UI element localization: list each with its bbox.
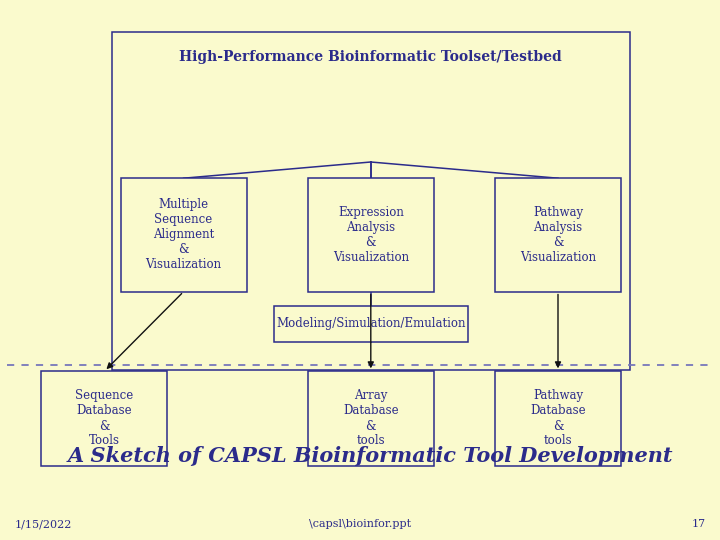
Bar	[121, 178, 246, 292]
Bar	[112, 32, 630, 370]
Text: Multiple
Sequence
Alignment
&
Visualization: Multiple Sequence Alignment & Visualizat…	[145, 198, 222, 272]
Text: Pathway
Database
&
tools: Pathway Database & tools	[530, 389, 586, 448]
Bar	[308, 372, 434, 465]
Text: Array
Database
&
tools: Array Database & tools	[343, 389, 399, 448]
Text: Pathway
Analysis
&
Visualization: Pathway Analysis & Visualization	[520, 206, 596, 264]
Text: Modeling/Simulation/Emulation: Modeling/Simulation/Emulation	[276, 318, 466, 330]
Text: Expression
Analysis
&
Visualization: Expression Analysis & Visualization	[333, 206, 409, 264]
Bar	[42, 372, 167, 465]
Bar	[308, 178, 434, 292]
Bar	[495, 178, 621, 292]
Text: 17: 17	[691, 519, 706, 529]
Text: A Sketch of CAPSL Bioinformatic Tool Development: A Sketch of CAPSL Bioinformatic Tool Dev…	[68, 446, 673, 467]
Text: High-Performance Bioinformatic Toolset/Testbed: High-Performance Bioinformatic Toolset/T…	[179, 50, 562, 64]
Bar	[495, 372, 621, 465]
Bar	[274, 306, 468, 341]
Text: 1/15/2022: 1/15/2022	[14, 519, 72, 529]
Text: \capsl\bioinfor.ppt: \capsl\bioinfor.ppt	[309, 519, 411, 529]
Text: Sequence
Database
&
Tools: Sequence Database & Tools	[76, 389, 133, 448]
